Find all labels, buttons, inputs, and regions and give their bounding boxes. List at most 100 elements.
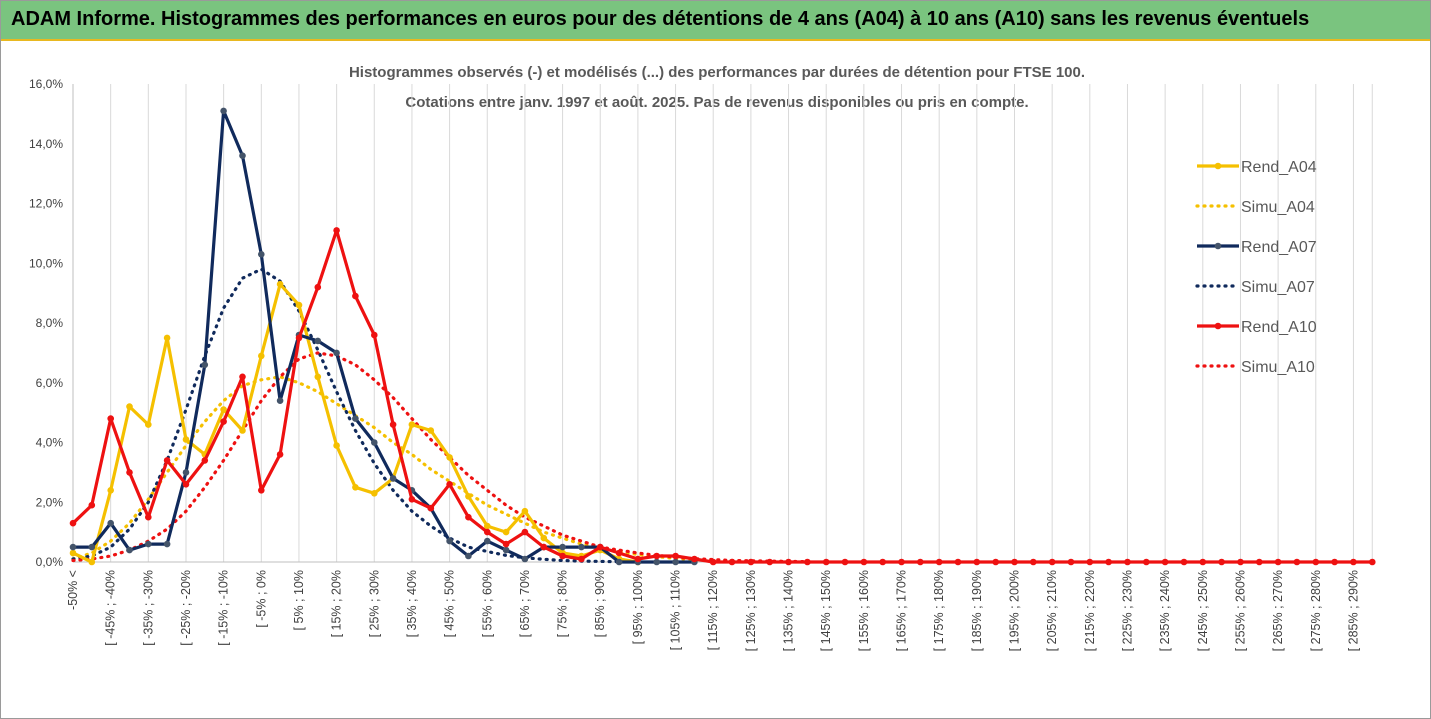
x-tick-label: [ 265% ; 270% (1271, 570, 1285, 651)
series-rend-a07-point (182, 469, 190, 476)
x-tick-label: -50% < (66, 570, 80, 610)
series-rend-a10-point (1180, 558, 1188, 566)
series-rend-a07-point (126, 546, 133, 554)
series-rend-a10-point (1161, 558, 1169, 566)
series-rend-a07-point (314, 337, 322, 345)
series-rend-a10-point (314, 283, 322, 291)
x-tick-label: [ 95% ; 100% (631, 570, 645, 644)
series-rend-a10-point (502, 540, 510, 548)
series-rend-a07-point (653, 558, 660, 566)
series-rend-a10-point (1369, 558, 1376, 566)
report-banner: ADAM Informe. Histogrammes des performan… (1, 1, 1430, 41)
series-rend-a10-point (578, 555, 585, 563)
series-rend-a10-point (295, 334, 303, 342)
series-rend-a10-point (427, 504, 435, 512)
series-rend-a10-point (653, 552, 660, 560)
series-rend-a04-point (333, 442, 340, 449)
series-rend-a07-point (371, 439, 378, 446)
series-rend-a10-point (201, 457, 209, 464)
series-rend-a10-point (1350, 558, 1357, 566)
y-tick-label: 16,0% (29, 77, 63, 91)
series-rend-a10-point (615, 549, 623, 557)
series-rend-a10-point (822, 558, 830, 566)
series-rend-a10-point (1218, 558, 1225, 566)
y-tick-label: 10,0% (29, 256, 63, 270)
series-rend-a07-point (521, 555, 529, 563)
series-rend-a07-point (69, 543, 77, 551)
x-tick-label: [ -45% ; -40% (104, 570, 118, 646)
series-rend-a10-point (333, 227, 340, 234)
series-rend-a04-point (239, 427, 246, 434)
chart-subtitle: Cotations entre janv. 1997 et août. 2025… (405, 94, 1028, 111)
legend-rend-a07-label: Rend_A07 (1241, 239, 1317, 256)
series-rend-a04-point (352, 484, 359, 491)
series-rend-a10-point (1199, 558, 1207, 566)
series-simu-a04-line (71, 375, 772, 564)
legend-rend-a04-label: Rend_A04 (1241, 159, 1317, 176)
series-rend-a10-point (69, 519, 77, 527)
x-tick-label: [ 255% ; 260% (1233, 570, 1247, 651)
series-rend-a04-point (465, 493, 472, 500)
series-rend-a10-point (672, 552, 679, 560)
series-rend-a10-point (860, 558, 868, 566)
series-rend-a07-point (352, 415, 359, 422)
series-rend-a10-point (258, 487, 265, 494)
series-rend-a04-point (314, 373, 322, 381)
legend-rend-a07-marker (1214, 242, 1222, 250)
series-rend-a04-point (540, 534, 548, 542)
series-rend-a10-point (371, 331, 378, 339)
x-tick-label: [ -25% ; -20% (179, 570, 193, 646)
series-rend-a10-point (465, 513, 472, 521)
legend-rend-a10-marker (1214, 322, 1222, 330)
series-rend-a10-point (728, 558, 736, 566)
y-tick-label: 14,0% (29, 137, 63, 151)
series-rend-a04-point (88, 558, 96, 566)
series-rend-a10-point (1048, 558, 1056, 566)
series-rend-a04-point (295, 301, 303, 309)
series-rend-a10-point (239, 373, 246, 381)
x-tick-label: [ 165% ; 170% (895, 570, 909, 651)
series-rend-a04-point (446, 454, 453, 461)
x-tick-label: [ 75% ; 80% (556, 570, 570, 637)
series-rend-a10-point (276, 451, 284, 458)
series-rend-a10-point (88, 501, 96, 509)
x-tick-label: [ 65% ; 70% (518, 570, 532, 637)
series-rend-a10-point (352, 292, 359, 300)
series-rend-a10-point (992, 558, 999, 566)
series-rend-a10-point (446, 481, 453, 488)
x-tick-label: [ 145% ; 150% (819, 570, 833, 651)
series-rend-a04-line (72, 282, 639, 564)
series-rend-a04-point (484, 522, 491, 530)
series-rend-a10-point (559, 552, 566, 560)
series-rend-a07-point (276, 397, 284, 405)
x-tick-label: [ 45% ; 50% (443, 570, 457, 637)
series-rend-a04-point (427, 427, 435, 434)
series-rend-a04-point (502, 528, 510, 536)
series-rend-a10-point (1331, 558, 1338, 566)
series-rend-a07-point (258, 251, 265, 258)
series-rend-a07-point (239, 152, 246, 159)
series-rend-a07-point (502, 546, 510, 554)
series-rend-a04-point (107, 487, 114, 494)
series-rend-a10-point (898, 558, 905, 566)
x-tick-label: [ 135% ; 140% (782, 570, 796, 651)
x-tick-label: [ 275% ; 280% (1309, 570, 1323, 651)
series-rend-a10-point (1011, 558, 1018, 566)
series-rend-a04-point (276, 280, 284, 288)
series-rend-a10-line (71, 228, 1373, 564)
series-rend-a10-point (935, 558, 943, 566)
series-rend-a07-point (559, 543, 566, 551)
series-rend-a10-point (1124, 558, 1131, 566)
y-tick-label: 2,0% (36, 495, 64, 509)
series-rend-a10-point (841, 558, 849, 566)
series-rend-a04-point (126, 403, 133, 410)
series-rend-a07-point (446, 537, 453, 545)
series-rend-a10-point (163, 457, 171, 464)
series-rend-a10-point (1274, 558, 1282, 566)
series-rend-a10-point (408, 496, 416, 503)
report-title: ADAM Informe. Histogrammes des performan… (11, 8, 1310, 30)
series-rend-a07-point (615, 558, 623, 566)
series-rend-a04-point (408, 421, 416, 428)
series-rend-a04-point (371, 490, 378, 497)
